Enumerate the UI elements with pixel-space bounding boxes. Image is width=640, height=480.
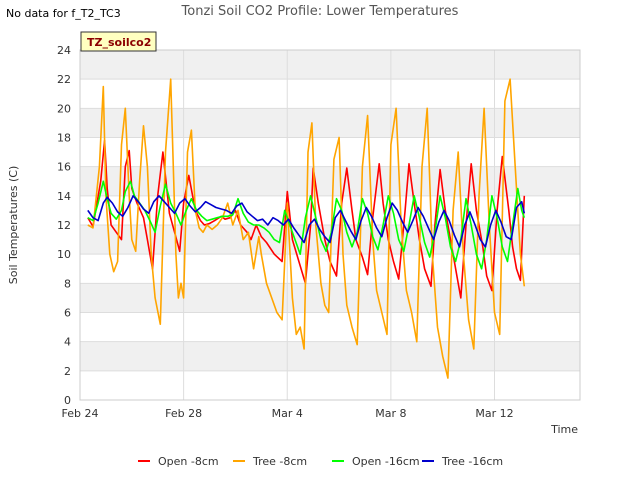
y-tick-label: 2 (64, 365, 71, 378)
y-tick-label: 0 (64, 394, 71, 407)
plot-frame (79, 49, 581, 401)
y-tick-label: 12 (57, 219, 71, 232)
series-lines (87, 78, 526, 379)
plot-band (80, 137, 580, 167)
y-axis-label: Soil Temperatures (C) (7, 166, 20, 285)
legend-label: Open -16cm (352, 455, 420, 468)
x-tick-label: Feb 24 (62, 407, 99, 420)
tag-label: TZ_soilco2 (87, 36, 151, 49)
series-line-tree-16cm (87, 195, 526, 248)
x-axis-label: Time (550, 423, 578, 436)
y-tick-label: 16 (57, 161, 71, 174)
y-tick-label: 10 (57, 248, 71, 261)
tag-box-frame (80, 31, 157, 52)
y-tick-label: 6 (64, 307, 71, 320)
legend-label: Tree -16cm (441, 455, 503, 468)
plot-band (80, 79, 580, 109)
y-tick-label: 22 (57, 73, 71, 86)
legend-label: Open -8cm (158, 455, 219, 468)
y-tick-label: 18 (57, 132, 71, 145)
chart-title: Tonzi Soil CO2 Profile: Lower Temperatur… (181, 4, 459, 19)
y-tick-label: 14 (57, 190, 71, 203)
no-data-note: No data for f_T2_TC3 (6, 7, 121, 20)
legend: Open -8cm Tree -8cm Open -16cm Tree -16cm (138, 455, 503, 468)
plot-band (80, 312, 580, 342)
x-tick-label: Mar 8 (375, 407, 406, 420)
y-tick-label: 24 (57, 44, 71, 57)
plot-band (80, 370, 580, 400)
x-tick-label: Feb 28 (165, 407, 202, 420)
legend-label: Tree -8cm (252, 455, 307, 468)
y-tick-label: 20 (57, 102, 71, 115)
y-tick-label: 8 (64, 277, 71, 290)
series-line-tree-8cm (87, 78, 526, 379)
x-axis-ticks: Feb 24 Feb 28 Mar 4 Mar 8 Mar 12 (62, 407, 514, 420)
plot-band (80, 50, 580, 80)
series-line-open-16cm (87, 180, 526, 270)
series-line-open-8cm (87, 139, 526, 299)
plot-band (80, 341, 580, 371)
x-tick-label: Mar 4 (272, 407, 303, 420)
y-tick-label: 4 (64, 336, 71, 349)
x-tick-label: Mar 12 (475, 407, 513, 420)
plot-band (80, 108, 580, 138)
tag-box: TZ_soilco2 (80, 31, 157, 52)
